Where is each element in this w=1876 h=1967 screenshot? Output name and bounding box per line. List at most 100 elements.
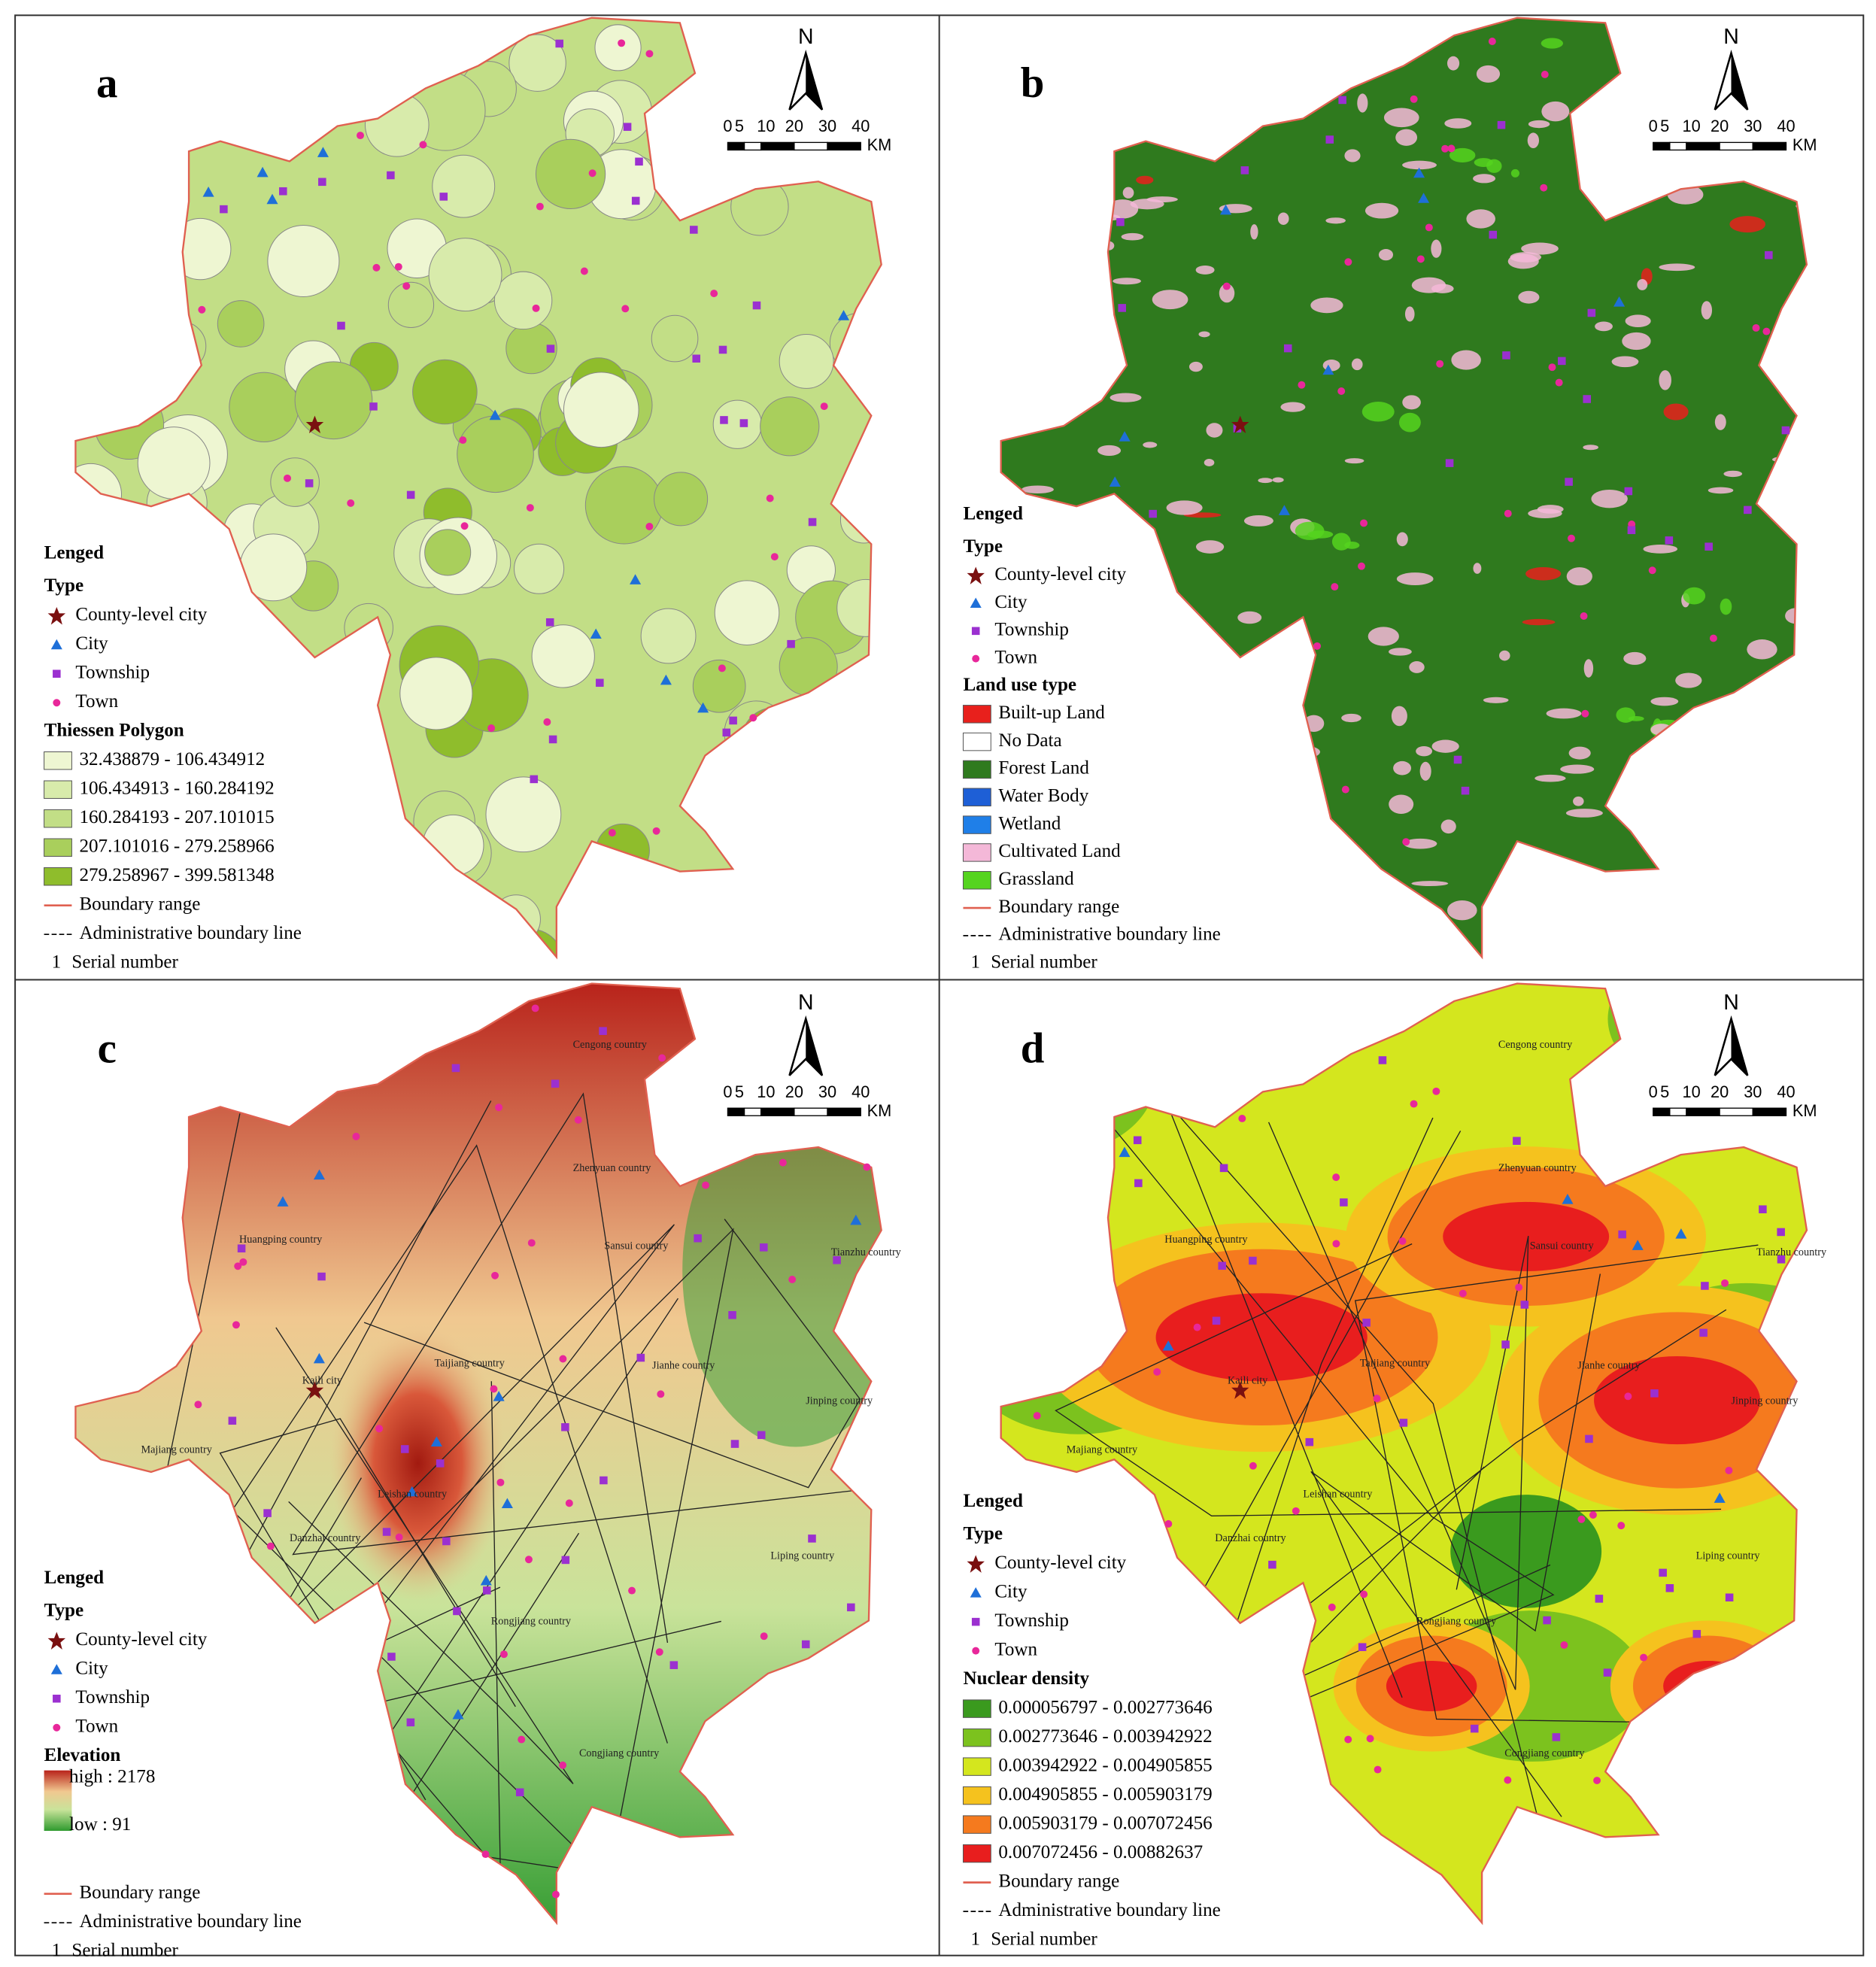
town-marker xyxy=(490,1385,498,1393)
town-marker xyxy=(1648,566,1656,575)
township-marker xyxy=(971,627,980,636)
town-marker xyxy=(487,724,496,732)
city-marker xyxy=(1562,1194,1574,1204)
polygon-cell xyxy=(801,806,874,879)
scale-seg xyxy=(794,141,828,151)
legend-item: 279.258967 - 399.581348 xyxy=(79,865,274,885)
county-name: Jianhe country xyxy=(652,1360,715,1372)
land-patch xyxy=(1289,48,1304,67)
land-patch xyxy=(1742,738,1755,747)
town-marker xyxy=(460,522,469,530)
city-marker xyxy=(697,702,709,713)
density-top xyxy=(1594,1355,1761,1445)
town-marker xyxy=(1548,363,1556,372)
land-patch xyxy=(1198,331,1210,338)
legend-type: Type xyxy=(44,1601,84,1621)
town-marker xyxy=(491,1271,499,1279)
legend-swatch xyxy=(962,705,991,724)
town-marker xyxy=(496,1478,505,1486)
township-marker xyxy=(1543,1616,1551,1625)
land-patch xyxy=(1440,819,1456,834)
land-patch xyxy=(1797,639,1807,656)
polygon-cell xyxy=(514,543,565,594)
land-patch xyxy=(1130,851,1142,867)
polygon-cell xyxy=(692,659,746,713)
township-marker xyxy=(600,1476,608,1485)
land-patch xyxy=(1361,402,1395,422)
land-patch xyxy=(1130,199,1164,210)
county-name: Jianhe country xyxy=(1577,1360,1641,1372)
land-patch xyxy=(1344,458,1365,464)
township-marker xyxy=(1325,135,1334,144)
polygon-cell xyxy=(595,823,650,878)
legend-item: 207.101016 - 279.258966 xyxy=(79,836,274,856)
town-marker xyxy=(347,499,355,507)
polygon-cell xyxy=(760,396,820,457)
township-marker xyxy=(546,345,555,353)
land-patch xyxy=(1652,801,1684,818)
county-name: Tianzhu country xyxy=(1756,1246,1827,1258)
land-patch xyxy=(1493,907,1505,926)
polygon-cell xyxy=(217,300,265,348)
map xyxy=(75,983,882,1923)
town-marker xyxy=(1033,1412,1041,1420)
polygon-cell xyxy=(75,463,123,526)
township-marker xyxy=(317,1272,326,1281)
scale-seg xyxy=(827,141,861,151)
low-relief xyxy=(682,1094,882,1447)
density-low xyxy=(1450,1495,1602,1608)
township-marker xyxy=(453,1607,461,1616)
polygon-cell xyxy=(775,894,836,954)
land-patch xyxy=(1250,224,1258,240)
polygon-cell xyxy=(424,529,472,576)
town-marker xyxy=(1410,95,1418,103)
township-marker xyxy=(400,1445,409,1453)
county-name: Kaili city xyxy=(302,1375,343,1387)
land-patch xyxy=(1168,760,1183,779)
town-marker xyxy=(1589,1511,1597,1519)
land-patch xyxy=(1404,306,1415,322)
polygon-cell xyxy=(508,34,566,92)
town-marker xyxy=(419,141,427,149)
scale-label: 0 xyxy=(1649,117,1658,135)
township-marker xyxy=(728,1311,736,1319)
township-marker xyxy=(1627,526,1636,535)
town-marker xyxy=(618,39,626,47)
town-marker xyxy=(1580,612,1588,620)
city-marker xyxy=(480,1574,492,1586)
town-marker xyxy=(1410,1100,1418,1108)
town-marker xyxy=(1762,327,1771,335)
legend-item: Forest Land xyxy=(998,758,1089,779)
land-patch xyxy=(1650,697,1679,706)
polygon-cell xyxy=(332,41,381,90)
polygon-cell xyxy=(493,271,553,330)
township-marker xyxy=(636,1353,645,1362)
town-marker xyxy=(1541,70,1549,78)
township-marker xyxy=(1399,1419,1408,1427)
town-marker xyxy=(352,1132,360,1140)
township-marker xyxy=(1501,1340,1510,1349)
land-patch xyxy=(1419,761,1431,781)
legend-item: 106.434913 - 160.284192 xyxy=(79,778,274,798)
land-patch xyxy=(1082,533,1119,538)
city-marker xyxy=(1119,431,1131,442)
county-name: Jinping country xyxy=(1732,1395,1799,1407)
polygon-cell xyxy=(714,580,780,645)
township-marker xyxy=(1283,344,1292,353)
polygon-cell xyxy=(712,399,762,449)
legend-serial-example: 1 xyxy=(971,1929,981,1949)
city-marker xyxy=(317,147,329,157)
scale-seg xyxy=(1719,141,1753,151)
land-patch xyxy=(1659,263,1695,272)
land-patch xyxy=(1553,914,1571,931)
scale-unit: KM xyxy=(1793,135,1817,154)
town-marker xyxy=(1709,634,1717,642)
land-patch xyxy=(1143,442,1158,448)
township-marker xyxy=(561,1556,570,1565)
land-patch xyxy=(1701,858,1732,870)
township-marker xyxy=(387,1653,396,1661)
legend-item: 0.005903179 - 0.007072456 xyxy=(998,1813,1212,1833)
land-patch xyxy=(1510,252,1542,263)
scale-seg xyxy=(1669,1107,1687,1116)
polygon-cell xyxy=(779,334,834,389)
